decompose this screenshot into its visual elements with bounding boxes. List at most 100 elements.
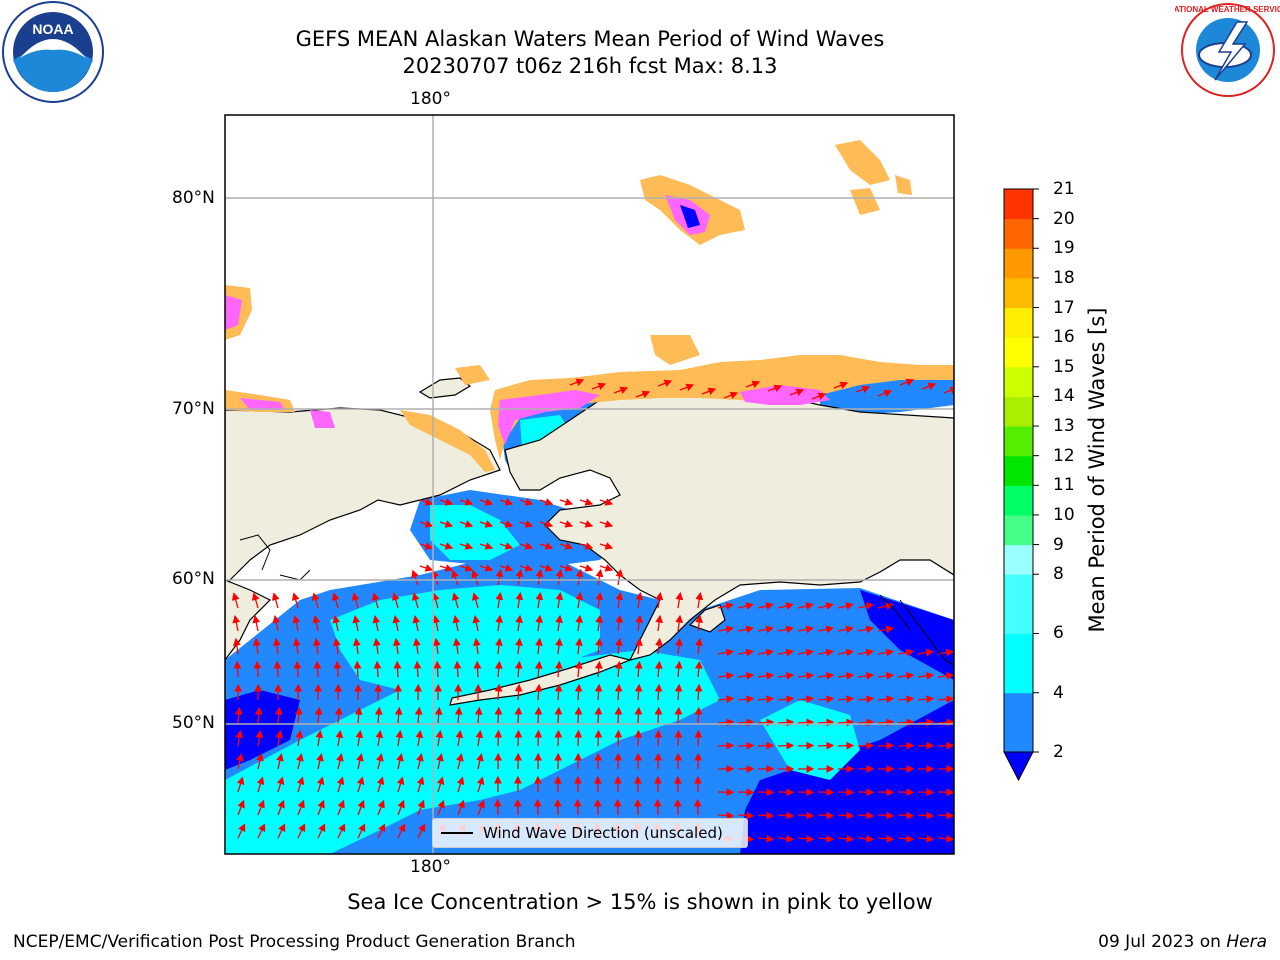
wave-direction-arrow (519, 564, 534, 572)
wave-direction-arrow (817, 602, 834, 610)
wave-direction-arrow (451, 569, 459, 586)
wave-direction-arrow (376, 753, 384, 770)
wave-direction-arrow (392, 637, 401, 655)
wave-direction-arrow (615, 591, 624, 609)
wave-direction-arrow (479, 520, 494, 528)
wave-direction-arrow (717, 671, 735, 680)
wave-direction-arrow (253, 660, 262, 678)
footer-host: Hera (1226, 932, 1267, 952)
wave-direction-arrow (555, 637, 563, 655)
wave-direction-arrow (539, 520, 554, 528)
wave-direction-arrow (499, 520, 514, 528)
wave-direction-arrow (614, 729, 623, 747)
wave-direction-arrow (717, 741, 735, 750)
wave-direction-arrow (416, 776, 425, 793)
wave-direction-arrow (654, 729, 663, 747)
wave-direction-arrow (594, 729, 603, 747)
colorbar-tick-label: 6 (1053, 623, 1064, 644)
wave-direction-arrow (737, 811, 755, 820)
wave-direction-arrow (797, 741, 815, 750)
coastline-details (239, 534, 954, 666)
wave-direction-arrow (594, 683, 603, 701)
wave-direction-arrow (599, 498, 614, 506)
wave-direction-arrow (937, 718, 954, 727)
wave-direction-arrow (233, 660, 242, 678)
wave-direction-arrow (534, 729, 543, 747)
wave-direction-arrow (877, 625, 894, 634)
wave-direction-arrow (494, 683, 503, 701)
colorbar-tick-label: 19 (1053, 238, 1075, 259)
wave-direction-arrow (837, 602, 854, 610)
wave-direction-arrow (276, 753, 284, 770)
wave-direction-arrow (514, 660, 523, 678)
wave-direction-arrow (277, 799, 285, 816)
wave-direction-arrow (459, 542, 474, 550)
svg-text:NATIONAL WEATHER SERVICE: NATIONAL WEATHER SERVICE (1175, 5, 1280, 14)
gridlines (225, 115, 954, 854)
wave-direction-arrow (419, 542, 434, 550)
wave-direction-arrow (412, 615, 421, 632)
wave-direction-arrow (235, 729, 244, 747)
wave-direction-arrow (777, 834, 795, 843)
wave-direction-arrow (917, 811, 935, 820)
wave-direction-arrow (737, 671, 755, 680)
wave-direction-arrow (397, 799, 405, 816)
wave-direction-arrow (635, 390, 651, 398)
wave-direction-arrow (555, 568, 564, 586)
wave-direction-arrow (899, 378, 915, 386)
wave-direction-arrow (373, 660, 382, 678)
wave-direction-arrow (737, 695, 755, 704)
wave-direction-arrow (332, 637, 341, 655)
colorbar-tick-label: 18 (1053, 267, 1075, 288)
wave-direction-arrow (654, 660, 663, 678)
wave-direction-arrow (355, 729, 364, 747)
wave-direction-arrow (559, 498, 574, 506)
wave-direction-arrow (937, 811, 954, 820)
wave-direction-arrow (295, 729, 304, 747)
wave-direction-arrow (797, 811, 815, 820)
wave-direction-arrow (554, 660, 563, 678)
wave-direction-arrow (599, 542, 614, 550)
wave-direction-arrow (777, 602, 794, 610)
colorbar-tick-label: 9 (1053, 534, 1064, 555)
wave-direction-arrow (257, 823, 266, 839)
wave-direction-arrow (877, 695, 895, 704)
wave-direction-arrow (377, 823, 386, 839)
wave-direction-arrow (595, 568, 604, 586)
wave-direction-arrow (377, 799, 385, 816)
wave-direction-arrow (817, 695, 835, 704)
wave-direction-arrow (574, 683, 583, 701)
wave-direction-arrow (439, 498, 454, 506)
wave-direction-arrow (439, 542, 454, 550)
wave-direction-arrow (757, 625, 774, 634)
wave-direction-arrow (471, 592, 480, 609)
lat-tick-80: 80°N (172, 188, 215, 208)
wave-direction-arrow (495, 591, 504, 609)
wave-direction-arrow (595, 637, 603, 655)
wave-direction-arrow (817, 625, 834, 634)
wave-direction-arrow (417, 823, 426, 839)
wave-direction-arrow (535, 614, 544, 632)
wave-direction-arrow (717, 811, 735, 820)
wave-direction-arrow (897, 718, 915, 727)
wave-direction-arrow (579, 498, 594, 506)
wave-direction-arrow (234, 706, 243, 724)
wave-direction-arrow (745, 380, 761, 388)
wave-direction-arrow (579, 520, 594, 528)
wave-direction-arrow (337, 799, 345, 816)
wave-direction-arrow (272, 615, 281, 632)
wave-direction-arrow (857, 695, 875, 704)
wave-direction-arrow (777, 625, 794, 634)
colorbar-segment (1004, 514, 1033, 546)
wave-direction-arrow (837, 625, 854, 634)
wave-direction-arrow (494, 706, 503, 724)
colorbar-label: Mean Period of Wind Waves [s] (1085, 307, 1109, 633)
wave-direction-arrow (674, 706, 683, 724)
wave-direction-arrow (472, 615, 481, 632)
wave-direction-arrow (654, 683, 663, 701)
wave-direction-arrow (555, 591, 564, 609)
wave-direction-arrow (614, 706, 623, 724)
wave-direction-arrow (579, 542, 594, 550)
wave-direction-arrow (252, 615, 261, 632)
colorbar-segment (1004, 218, 1033, 249)
